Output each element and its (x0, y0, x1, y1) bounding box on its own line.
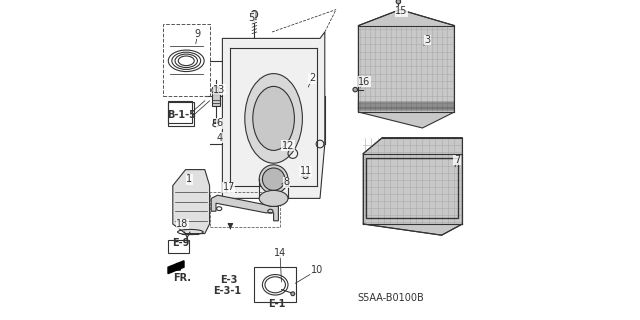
Ellipse shape (214, 87, 219, 93)
Bar (254, 267, 296, 302)
Ellipse shape (251, 11, 257, 18)
Text: 15: 15 (396, 6, 408, 16)
Bar (214, 119, 219, 123)
Text: 11: 11 (300, 166, 312, 176)
Ellipse shape (291, 292, 294, 296)
Text: FR.: FR. (173, 273, 191, 284)
Ellipse shape (259, 190, 288, 206)
Bar (168, 240, 189, 253)
Polygon shape (364, 138, 462, 235)
Text: 2: 2 (309, 73, 315, 84)
Ellipse shape (245, 74, 303, 163)
Ellipse shape (353, 87, 357, 92)
Text: B-1-5: B-1-5 (167, 110, 196, 120)
Text: 13: 13 (213, 84, 225, 95)
Text: 18: 18 (176, 219, 189, 229)
Ellipse shape (253, 86, 294, 150)
Text: 8: 8 (284, 177, 289, 188)
Ellipse shape (262, 168, 285, 190)
Text: 3: 3 (424, 35, 430, 45)
Bar (366, 158, 458, 218)
Polygon shape (173, 170, 210, 234)
Bar (210, 192, 280, 227)
Text: 17: 17 (223, 182, 235, 192)
Text: 1: 1 (186, 174, 193, 184)
Text: 16: 16 (358, 76, 371, 87)
Text: E-9: E-9 (172, 238, 189, 248)
Polygon shape (211, 195, 278, 221)
Ellipse shape (259, 165, 288, 194)
Text: 4: 4 (216, 132, 222, 143)
Polygon shape (168, 261, 184, 274)
Ellipse shape (396, 0, 401, 4)
Text: E-1: E-1 (268, 299, 285, 309)
Text: 7: 7 (454, 155, 460, 165)
Text: E-3: E-3 (220, 275, 237, 285)
Text: 6: 6 (216, 118, 222, 128)
Polygon shape (223, 32, 325, 198)
Text: 12: 12 (282, 140, 294, 151)
Polygon shape (358, 10, 454, 128)
Bar (212, 94, 220, 106)
Text: 5: 5 (248, 12, 254, 23)
Text: 14: 14 (274, 248, 286, 258)
Text: 9: 9 (195, 28, 201, 39)
Text: 10: 10 (310, 265, 323, 276)
Text: E-3-1: E-3-1 (213, 286, 241, 296)
Bar (163, 24, 210, 96)
Text: S5AA-B0100B: S5AA-B0100B (357, 292, 424, 303)
Bar (168, 102, 195, 126)
Bar (168, 101, 192, 123)
